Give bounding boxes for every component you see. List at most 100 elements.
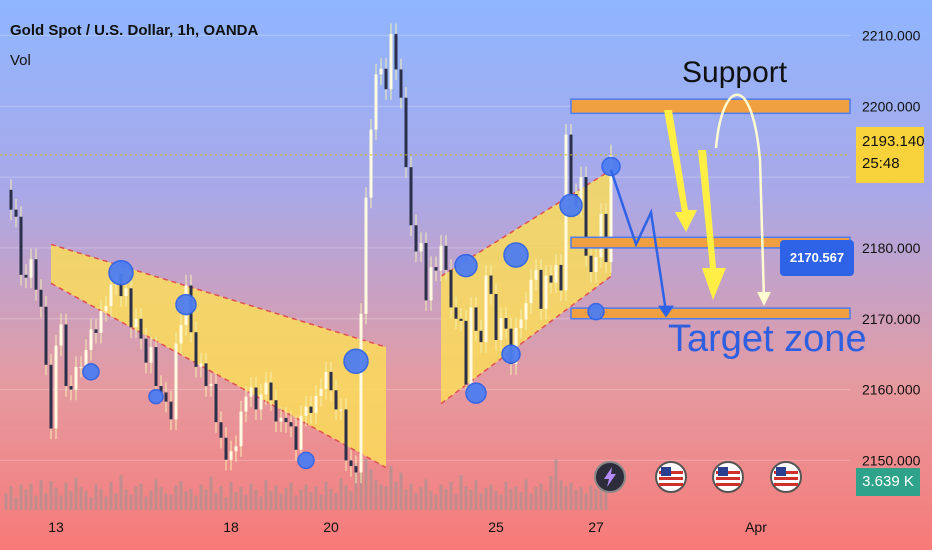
candle-body [279,417,283,422]
channel-fill-0 [51,244,386,468]
candle-body [174,343,178,420]
volume-bar [384,486,388,510]
volume-bar [124,489,128,510]
channel-upper-line-1 [440,169,612,277]
candle-body [429,267,433,301]
candle-body [409,167,413,226]
volume-bar [289,482,293,510]
candle-body [504,318,508,329]
volume-bar [174,485,178,510]
candle-body [354,466,358,473]
volume-bar [259,496,263,510]
candle-body [219,422,223,438]
pivot-marker [501,344,521,364]
pivot-marker [601,156,621,177]
volume-bar [404,489,408,510]
candle-body [399,69,403,98]
volume-bar [254,489,258,510]
volume-bar [349,491,353,510]
volume-bar [444,488,448,510]
volume-bar [49,481,53,510]
pivot-marker [148,388,164,405]
volume-bar [464,486,468,510]
candle-body [9,189,13,210]
candle-body [74,366,78,390]
volume-bar [604,491,608,510]
volume-bar [274,485,278,510]
candle-body [69,386,73,390]
candle-body [454,307,458,319]
volume-bar [104,496,108,510]
volume-bar [439,484,443,510]
volume-bar [99,488,103,510]
volume-bar [559,480,563,510]
volume-bar [479,493,483,510]
us-flag-event-icon[interactable] [655,461,687,493]
candle-body [284,417,288,423]
volume-bar [9,486,13,510]
candle-body [109,284,113,306]
volume-bar [69,491,73,510]
candle-body [524,303,528,320]
pivot-marker [108,259,134,286]
candle-body [159,386,163,393]
candle-body [94,329,98,333]
volume-bar [219,486,223,510]
candle-body [439,245,443,271]
volume-bar [59,495,63,510]
channel-lower-line-0 [50,282,387,469]
us-flag-event-icon-3[interactable] [770,461,802,493]
volume-bar [374,480,378,510]
candle-body [164,392,168,402]
volume-bar [14,497,18,510]
candle-body [249,387,253,397]
candle-body [559,264,563,291]
candle-body [299,415,303,450]
candle-body [434,267,438,271]
candle-body [234,446,238,452]
volume-bar [79,487,83,510]
candle-body [244,396,248,412]
volume-bar [209,476,213,510]
target-zone [570,307,851,320]
candle-body [169,401,173,420]
volume-bar [499,494,503,510]
volume-bar [399,472,403,510]
candle-body [149,347,153,363]
volume-bar [44,493,48,510]
volume-bar [429,491,433,510]
bar-countdown: 25:48 [862,155,900,172]
lightning-event-icon[interactable] [594,461,626,493]
candle-body [124,288,128,297]
volume-bar [524,479,528,510]
x-tick-label: 20 [323,519,339,535]
volume-bar [564,486,568,510]
candle-body [59,324,63,346]
volume-bar [569,482,573,510]
candle-body [129,288,133,328]
candle-body [449,269,453,308]
volume-bar [4,493,8,510]
volume-bar [529,493,533,510]
candle-body [379,68,383,75]
candle-body [414,225,418,252]
volume-bar [244,494,248,510]
candle-body [389,34,393,90]
candle-body [39,289,43,307]
x-tick-label: 25 [488,519,504,535]
volume-bar [414,493,418,510]
candle-body [229,451,233,460]
volume-bar [354,463,358,510]
y-tick-label: 2170.000 [862,311,921,327]
volume-bar [34,495,38,510]
candle-body [99,310,103,333]
us-flag-event-icon-2[interactable] [712,461,744,493]
candle-body [19,216,23,275]
candle-body [339,409,343,411]
candle-body [269,382,273,401]
volume-bar [119,475,123,510]
curve-arrow [714,93,766,301]
volume-bar [539,483,543,510]
